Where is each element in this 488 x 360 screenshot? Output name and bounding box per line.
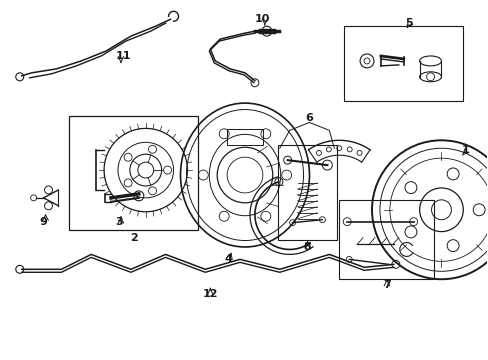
Text: 5: 5 bbox=[404, 18, 412, 28]
Text: 10: 10 bbox=[255, 14, 270, 24]
Text: 4: 4 bbox=[224, 255, 232, 264]
Text: 2: 2 bbox=[130, 233, 138, 243]
Bar bbox=[69, 116, 198, 230]
Bar bbox=[226, 129, 263, 145]
Text: 8: 8 bbox=[303, 243, 311, 252]
Text: 3: 3 bbox=[115, 217, 122, 227]
Text: 7: 7 bbox=[382, 280, 390, 290]
Bar bbox=[339, 200, 433, 279]
Text: 9: 9 bbox=[40, 217, 47, 227]
Bar bbox=[344, 26, 462, 100]
Text: 6: 6 bbox=[305, 113, 313, 123]
Text: 11: 11 bbox=[115, 51, 130, 61]
Text: 1: 1 bbox=[461, 145, 468, 155]
Bar bbox=[277, 145, 337, 239]
Text: 12: 12 bbox=[202, 289, 218, 299]
